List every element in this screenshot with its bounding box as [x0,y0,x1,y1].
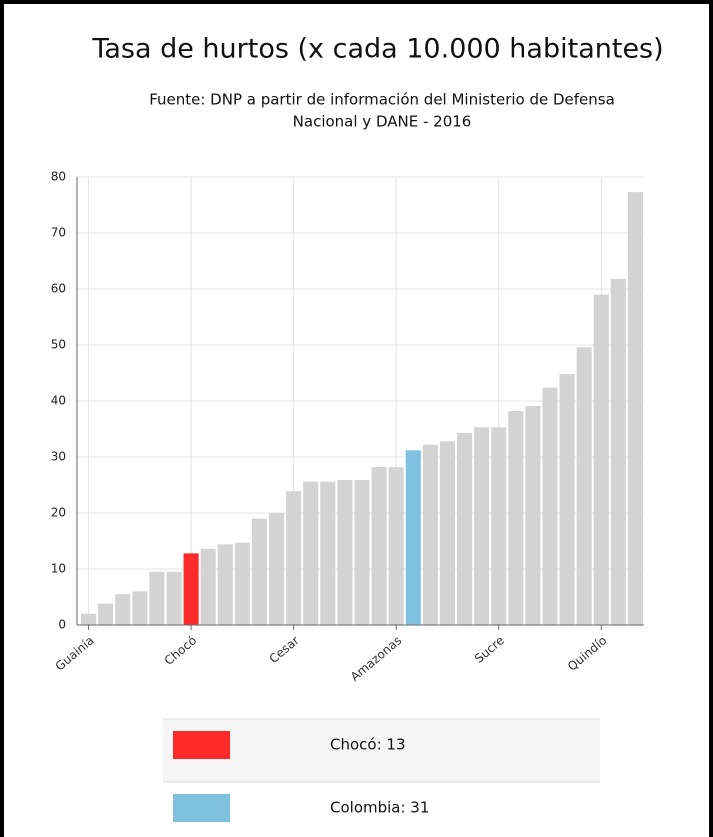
x-tick-label: Amazonas [348,633,405,684]
legend-label: Colombia: 31 [330,799,429,817]
bar [183,553,199,625]
bar [354,479,370,625]
bar [388,467,404,625]
bar [422,444,438,625]
legend-label: Chocó: 13 [330,736,406,754]
bar [286,491,302,625]
bar [508,411,524,625]
y-tick-label: 70 [51,226,66,240]
y-tick-label: 80 [51,170,66,184]
bar [98,603,114,625]
bar [149,571,165,625]
bar [303,481,319,625]
bar [405,450,421,625]
legend-swatch [173,731,230,759]
bar [132,591,148,625]
x-tick-label: Quindío [565,633,609,673]
x-tick-label: Guainía [53,633,97,673]
bar [542,387,558,625]
chart-title: Tasa de hurtos (x cada 10.000 habitantes… [91,34,663,65]
bar [337,479,353,625]
y-tick-label: 60 [51,282,66,296]
bar [593,294,609,625]
bar [234,542,250,625]
bar [371,467,387,625]
bar [576,347,592,625]
x-tick-label: Chocó [162,633,200,668]
y-tick-label: 30 [51,450,66,464]
bar [251,518,267,625]
bar [217,544,233,625]
bar [115,594,131,625]
bar [525,406,541,625]
y-tick-label: 0 [58,618,66,632]
bar [269,513,285,625]
chart-subtitle: Fuente: DNP a partir de información del … [149,91,615,109]
bar [457,432,473,625]
legend-swatch [173,794,230,822]
bar [627,192,643,625]
chart: Tasa de hurtos (x cada 10.000 habitantes… [51,34,664,822]
bar [474,427,490,625]
y-tick-label: 50 [51,338,66,352]
chart-subtitle: Nacional y DANE - 2016 [293,113,472,131]
y-tick-label: 10 [51,562,66,576]
bar [320,481,336,625]
bar [491,427,507,625]
bar [610,278,626,625]
bar [200,548,216,625]
bar [439,441,455,625]
bar [559,374,575,625]
legend-row-bg [163,719,600,782]
y-tick-label: 20 [51,506,66,520]
x-tick-label: Cesar [267,633,302,666]
y-tick-label: 40 [51,394,66,408]
x-tick-label: Sucre [472,633,507,665]
bar [166,571,182,625]
bar [81,613,97,625]
